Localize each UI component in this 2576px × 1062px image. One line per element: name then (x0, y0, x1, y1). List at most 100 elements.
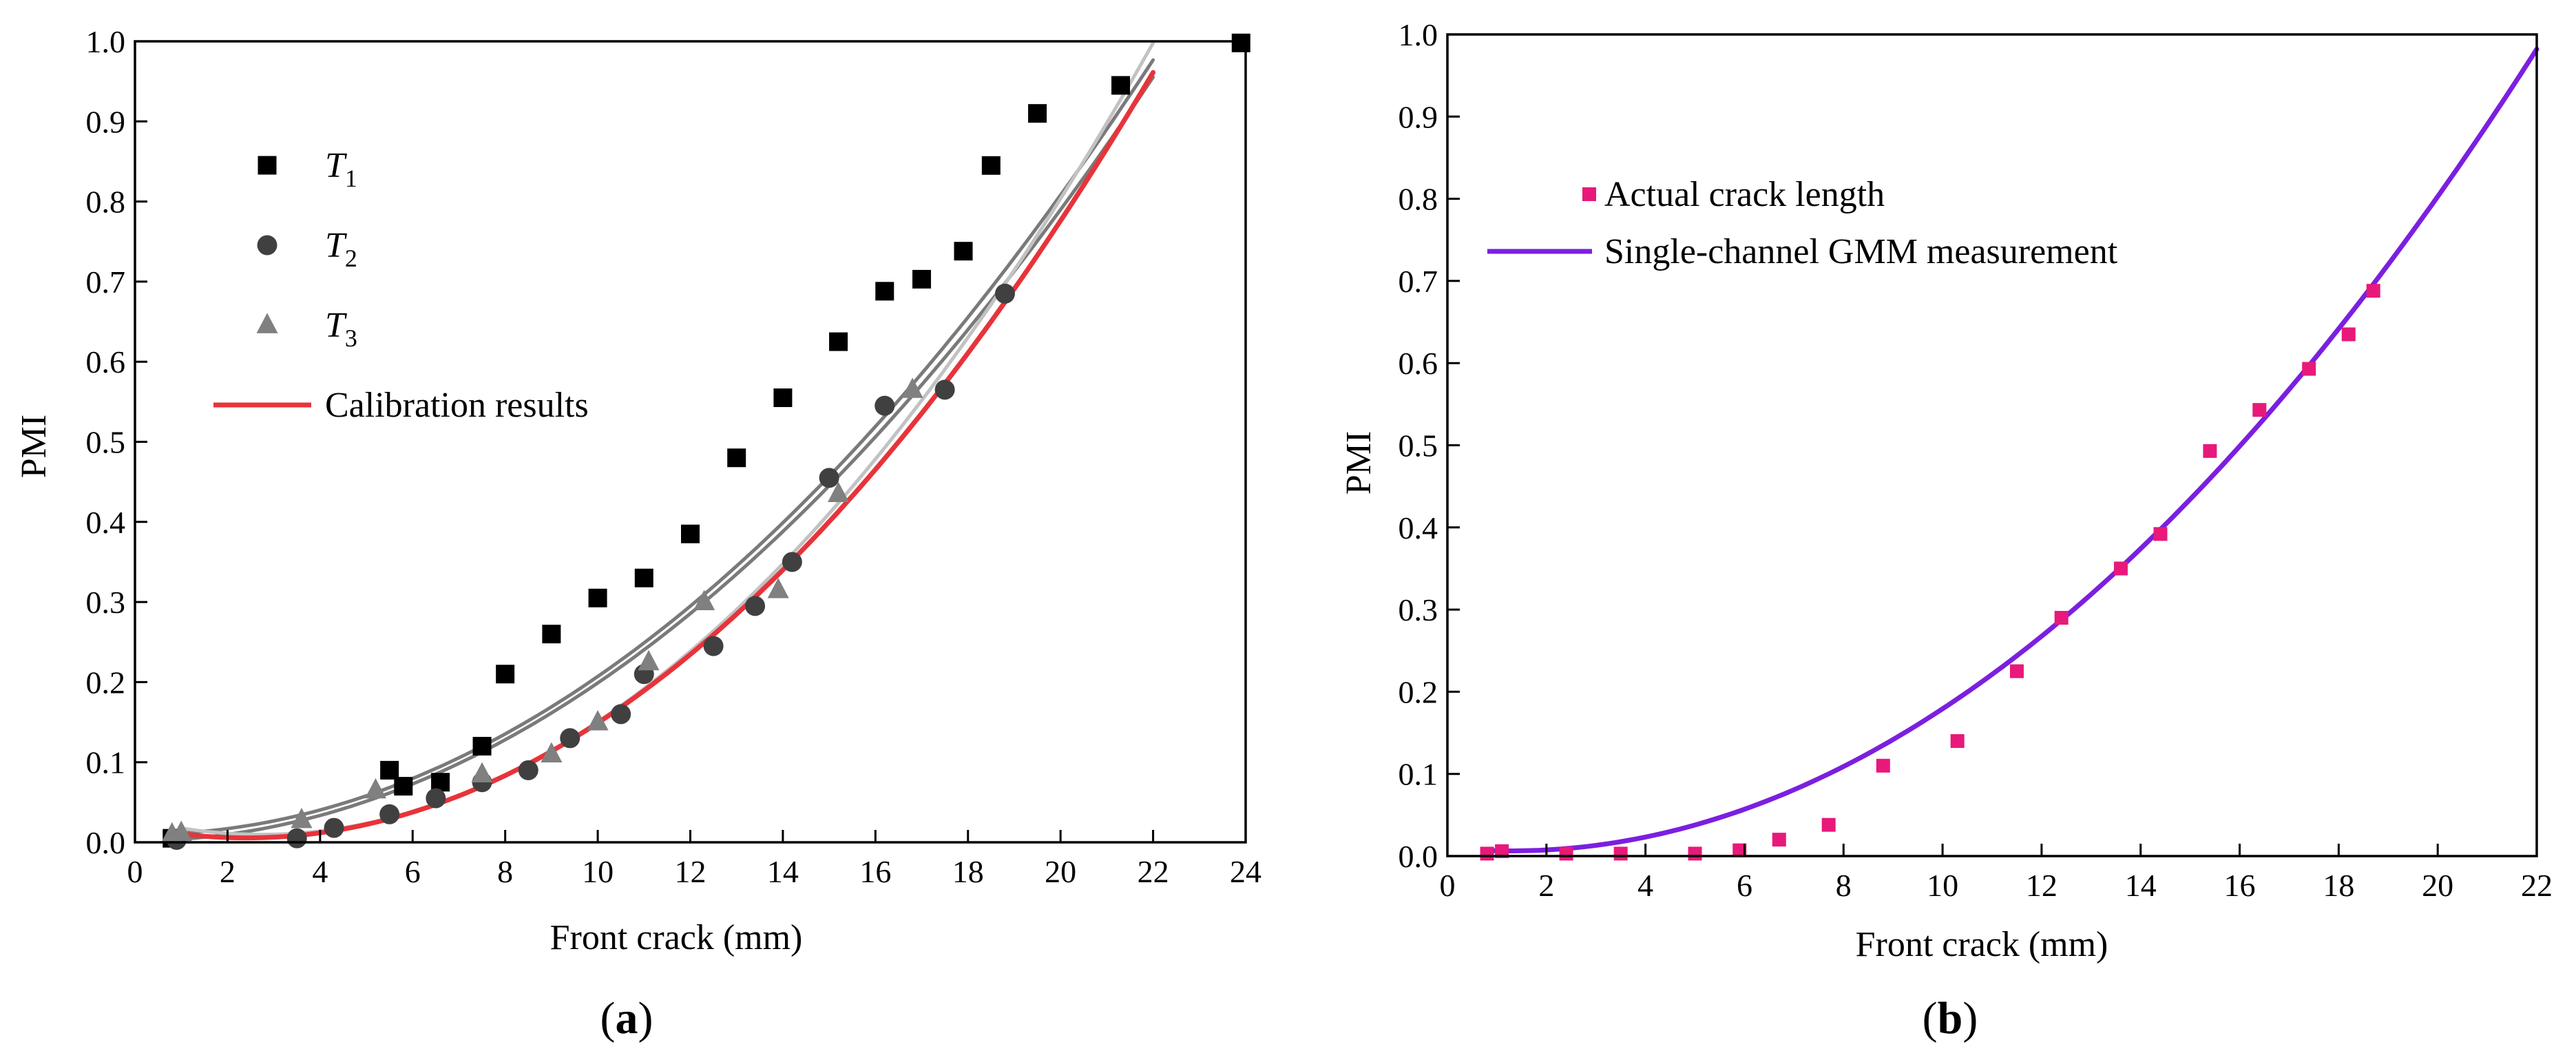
chart-b-point-actual-crack-length (1613, 846, 1628, 861)
chart-a-ticks: 0 2 4 6 8 10 12 14 16 18 20 22 240.00.10.20.30.40.50… (86, 24, 1262, 889)
chart-b-fit-curve-1 (1485, 46, 2540, 854)
chart-b-point-actual-crack-length (1559, 846, 1573, 861)
chart-a-y-tick-label: 0.9 (86, 104, 126, 139)
chart-b-x-tick-label: 8 (1836, 868, 1852, 903)
chart-b-point-actual-crack-length (1821, 818, 1836, 832)
chart-b-plot-frame (1446, 33, 2538, 857)
chart-a-legend-marker-1 (257, 235, 278, 256)
chart-a-plot-frame (134, 40, 1247, 844)
chart-a-x-tick-label: 12 (675, 854, 706, 889)
chart-a-y-tick-label: 0.0 (86, 825, 126, 860)
chart-a-x-tick-label: 22 (1138, 854, 1169, 889)
chart-b-x-tick-label: 22 (2521, 868, 2553, 903)
chart-a-point-t2 (782, 552, 802, 572)
chart-b-legend: Actual crack length Single-channel GMM me… (1487, 175, 2118, 271)
chart-a-x-tick-label: 2 (220, 854, 235, 889)
chart-a-point-t3 (767, 578, 789, 598)
chart-a-legend: T1 T2 T3 Calibration results (213, 146, 589, 425)
chart-a-fit-curve-1 (179, 75, 1155, 841)
chart-a-x-tick-label: 8 (497, 854, 513, 889)
chart-b-point-actual-crack-length (2113, 561, 2128, 576)
chart-a-legend-marker-2 (256, 313, 278, 333)
chart-b-y-tick-label: 0.4 (1399, 510, 1438, 545)
chart-b-x-tick-label: 18 (2323, 868, 2354, 903)
chart-a-x-tick-label: 10 (582, 854, 614, 889)
panel-a-label: (a) (600, 993, 653, 1043)
chart-a-x-axis-label: Front crack (mm) (550, 918, 803, 957)
chart-b-y-axis-label: PMI (1339, 431, 1379, 494)
chart-b-point-actual-crack-length (2054, 611, 2069, 625)
chart-b-x-tick-label: 6 (1737, 868, 1752, 903)
chart-a-marks (161, 33, 1250, 851)
chart-b-point-actual-crack-length (1495, 844, 1509, 858)
chart-a-point-t1 (1028, 104, 1047, 123)
chart-b-marks (1480, 46, 2540, 861)
chart-b-point-actual-crack-length (2203, 444, 2217, 458)
chart-a-point-t3 (364, 778, 387, 799)
chart-b-x-tick-label: 4 (1637, 868, 1653, 903)
chart-a-point-t1 (542, 625, 561, 644)
chart-a-point-t2 (379, 804, 400, 824)
chart-b-point-actual-crack-length (1732, 843, 1747, 857)
chart-b-y-tick-label: 0.9 (1399, 99, 1438, 134)
chart-b-y-tick-label: 0.5 (1399, 428, 1438, 464)
chart-a-x-tick-label: 20 (1045, 854, 1076, 889)
chart-b-x-axis-label: Front crack (mm) (1856, 925, 2108, 964)
chart-b-x-tick-label: 14 (2125, 868, 2157, 903)
chart-b-y-tick-label: 0.2 (1399, 674, 1438, 709)
chart-a-y-axis-label: PMI (14, 415, 54, 478)
chart-b-x-tick-label: 20 (2422, 868, 2453, 903)
chart-a-y-tick-label: 0.7 (86, 264, 126, 300)
chart-a-point-t3 (291, 807, 313, 829)
chart-a-point-t2 (518, 760, 538, 780)
chart-a-x-tick-label: 14 (767, 854, 799, 889)
chart-b-point-actual-crack-length (2009, 664, 2024, 678)
chart-a-y-tick-label: 0.4 (86, 505, 126, 540)
chart-a-point-t1 (1231, 33, 1250, 52)
chart-a-point-t2 (324, 818, 344, 838)
chart-b-ticks: 0 2 4 6 8 10 12 14 16 18 20 22 0.0 0.1 0.2 0.3 0.4 0.5 0.6… (1399, 17, 2553, 903)
chart-b-point-actual-crack-length (1688, 846, 1702, 861)
chart-a-legend-label-0: T1 (325, 146, 357, 192)
chart-b-point-actual-crack-length (1876, 758, 1890, 773)
chart-a-point-t2 (934, 379, 955, 400)
chart-a-x-tick-label: 16 (859, 854, 891, 889)
chart-b-point-actual-crack-length (2252, 403, 2267, 417)
chart-a-point-t3 (541, 742, 563, 762)
chart-a-point-t1 (394, 777, 413, 796)
chart-b-point-actual-crack-length (1950, 733, 1965, 748)
chart-b-point-actual-crack-length (2302, 362, 2316, 376)
chart-b-x-tick-label: 2 (1538, 868, 1554, 903)
chart-a-legend-label-2: T3 (325, 306, 357, 352)
chart-a-point-t2 (995, 283, 1016, 304)
chart-a-x-tick-label: 24 (1230, 854, 1261, 889)
chart-b-y-tick-label: 0.6 (1399, 346, 1438, 381)
chart-a-point-t1 (472, 736, 492, 756)
chart-a-point-t3 (638, 649, 660, 671)
chart-a-point-t2 (286, 828, 307, 848)
chart-a-y-tick-label: 0.1 (86, 745, 126, 780)
chart-a-point-t1 (912, 269, 932, 289)
chart-a-point-t1 (727, 448, 746, 468)
chart-a-point-t1 (981, 156, 1001, 175)
chart-a-point-t3 (170, 820, 192, 841)
chart-a-point-t2 (560, 728, 580, 749)
chart-a-point-t2 (819, 468, 839, 488)
chart-b-y-tick-label: 0.1 (1399, 757, 1438, 792)
chart-a-y-tick-label: 0.8 (86, 185, 126, 220)
chart-b-point-actual-crack-length (2341, 327, 2356, 342)
chart-a-y-tick-label: 0.6 (86, 344, 126, 379)
chart-a-y-tick-label: 0.2 (86, 665, 126, 700)
chart-b-x-tick-label: 16 (2224, 868, 2256, 903)
chart-b-point-actual-crack-length (1480, 846, 1494, 861)
chart-b-y-tick-label: 0.8 (1399, 182, 1438, 217)
chart-b-point-actual-crack-length (1772, 833, 1786, 847)
chart-b-legend-label-0: Actual crack length (1604, 175, 1885, 214)
chart-b-y-tick-label: 0.0 (1399, 839, 1438, 874)
chart-a-point-t2 (745, 596, 766, 616)
chart-b-legend-marker-0 (1582, 187, 1596, 201)
chart-a-point-t1 (829, 332, 848, 351)
chart-b-x-tick-label: 12 (2026, 868, 2057, 903)
chart-a-x-tick-label: 4 (312, 854, 328, 889)
